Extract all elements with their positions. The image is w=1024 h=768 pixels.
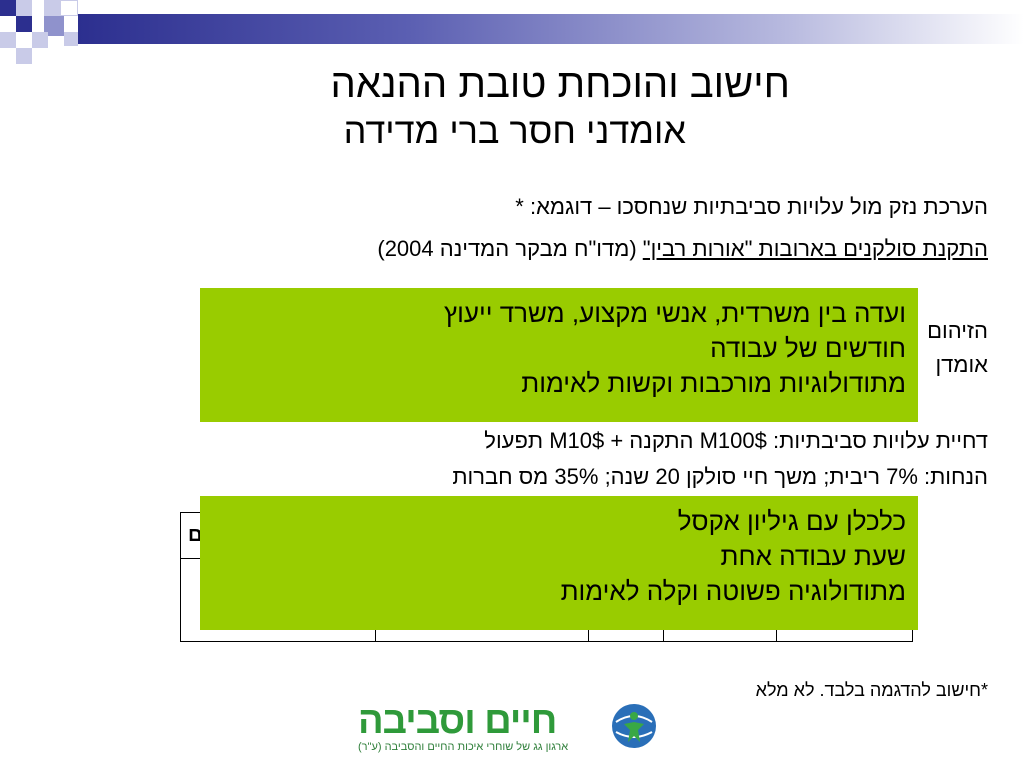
- green-callout-box-1: ועדה בין משרדית, אנשי מקצוע, משרד ייעוץ …: [200, 288, 918, 422]
- globe-people-icon: [612, 704, 656, 748]
- decor-square: [16, 0, 32, 16]
- decor-square: [0, 32, 16, 48]
- green-callout-box-2: כלכלן עם גיליון אקסל שעת עבודה אחת מתודו…: [200, 496, 918, 630]
- body-line-scrubbers: התקנת סולקנים בארובות "אורות רבין" (מדו"…: [377, 236, 988, 262]
- header-gradient-bar: [78, 14, 1024, 44]
- decor-square: [16, 16, 32, 32]
- body-line-example: הערכת נזק מול עלויות סביבתיות שנחסכו – ד…: [515, 194, 988, 219]
- decor-square: [44, 16, 64, 36]
- callout-2-line: כלכלן עם גיליון אקסל: [677, 506, 906, 536]
- decor-square: [60, 0, 78, 16]
- callout-2-line: שעת עבודה אחת: [720, 541, 906, 571]
- body-line-partial-b: אומדן: [935, 352, 988, 377]
- slide-title: חישוב והוכחת טובת ההנאה: [330, 62, 790, 106]
- scrubbers-underlined: התקנת סולקנים בארובות "אורות רבין": [642, 236, 988, 261]
- callout-1-line: ועדה בין משרדית, אנשי מקצוע, משרד ייעוץ: [444, 298, 906, 328]
- callout-1-line: חודשים של עבודה: [710, 333, 906, 363]
- decor-square: [44, 0, 60, 16]
- slide-subtitle: אומדני חסר ברי מדידה: [343, 110, 686, 151]
- logo-tagline: ארגון גג של שוחרי איכות החיים והסביבה (ע…: [358, 741, 569, 753]
- callout-2-line: מתודולוגיה פשוטה וקלה לאימות: [560, 576, 906, 606]
- decor-square: [64, 32, 78, 46]
- body-line-costs: דחיית עלויות סביבתיות: $M100 התקנה + $M1…: [484, 428, 988, 453]
- decor-square: [16, 48, 32, 64]
- decor-square: [32, 32, 48, 48]
- decor-square: [0, 0, 16, 16]
- footnote: *חישוב להדגמה בלבד. לא מלא: [755, 680, 988, 700]
- scrubbers-source: (מדו"ח מבקר המדינה 2004): [377, 236, 643, 261]
- body-line-partial-a: הזיהום: [927, 318, 988, 343]
- body-line-assumptions: הנחות: 7% ריבית; משך חיי סולקן 20 שנה; 3…: [452, 464, 988, 489]
- table-header-partial: ם: [188, 524, 203, 546]
- callout-1-line: מתודולוגיות מורכבות וקשות לאימות: [521, 368, 906, 398]
- logo-name: חיים וסביבה: [358, 700, 557, 742]
